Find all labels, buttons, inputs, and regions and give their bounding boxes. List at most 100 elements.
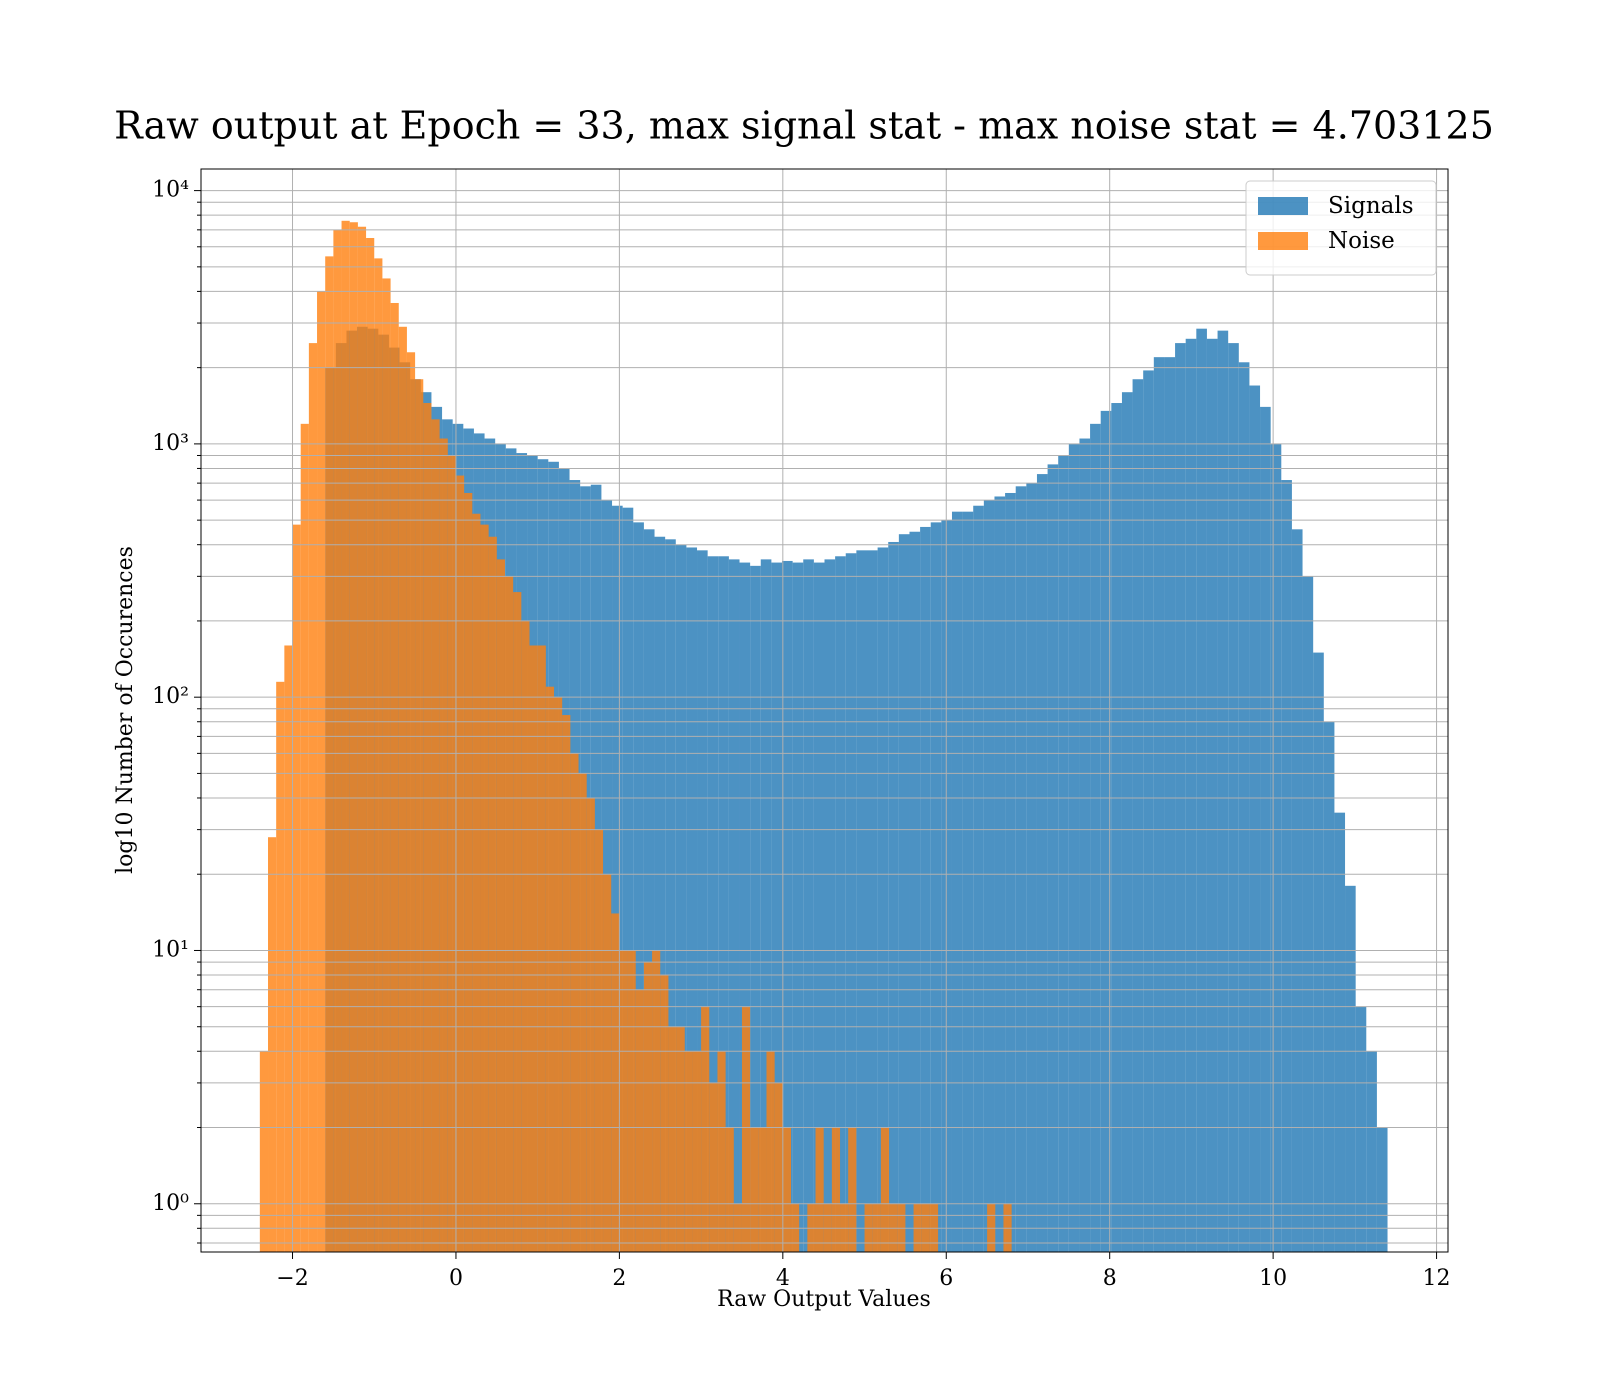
histogram-bar — [1036, 474, 1048, 1252]
histogram-bar — [880, 1127, 890, 1252]
histogram-bar — [1185, 338, 1197, 1252]
x-tick-label: −2 — [276, 1266, 308, 1291]
histogram-bar — [760, 559, 772, 1252]
histogram-bar — [813, 562, 825, 1252]
histogram-bar — [1281, 480, 1292, 1252]
histogram-bar — [750, 565, 761, 1252]
histogram-bar — [845, 553, 857, 1252]
legend-label: Noise — [1328, 228, 1395, 254]
histogram-bar — [1132, 379, 1144, 1252]
x-tick-label: 12 — [1423, 1266, 1451, 1291]
histogram-bar — [480, 524, 489, 1252]
histogram-bar — [1164, 357, 1176, 1252]
histogram-bar — [676, 1026, 685, 1252]
y-axis-label: log10 Number of Occurences — [113, 546, 138, 874]
histogram-bar — [750, 1127, 759, 1252]
histogram-bar — [951, 511, 963, 1252]
histogram-bar — [276, 681, 285, 1252]
histogram-bar — [792, 562, 804, 1252]
axes: −2 0 2 4 6 8 10 12 10⁰ 10¹ 10² 10³ 10⁴ — [152, 168, 1451, 1291]
histogram-bar — [1196, 328, 1207, 1252]
histogram-bar — [930, 522, 942, 1252]
histogram-bar — [1111, 403, 1122, 1252]
chart-title: Raw output at Epoch = 33, max signal sta… — [114, 104, 1494, 148]
histogram-bar — [739, 562, 751, 1252]
grid — [201, 169, 1448, 1252]
y-tick-label: 10³ — [152, 431, 189, 456]
x-tick-label: 4 — [776, 1266, 790, 1291]
x-tick-label: 2 — [612, 1266, 626, 1291]
histogram-bar — [866, 550, 878, 1252]
histogram-bar — [1206, 338, 1218, 1252]
histogram-bar — [962, 511, 974, 1252]
histogram-bar — [398, 326, 407, 1252]
histogram-bar — [1345, 885, 1356, 1252]
histogram-bar — [594, 829, 604, 1252]
legend-swatch — [1258, 197, 1308, 215]
histogram-bar — [1143, 370, 1154, 1252]
histogram-bar — [1058, 455, 1069, 1252]
histogram-bar — [1015, 486, 1027, 1252]
histogram-bar — [652, 950, 661, 1252]
histogram-bar — [633, 522, 644, 1252]
histogram-bar — [643, 529, 655, 1252]
histogram-bar — [920, 526, 931, 1252]
histogram-bar — [815, 1127, 824, 1252]
histogram-bar — [1323, 721, 1335, 1252]
histogram-bar — [973, 505, 984, 1252]
histogram-bar — [390, 302, 399, 1252]
histogram-bar — [612, 505, 623, 1252]
histogram-bar — [374, 258, 383, 1252]
x-tick-label: 0 — [449, 1266, 463, 1291]
histogram-bar — [1121, 392, 1133, 1252]
histogram-bar — [1249, 385, 1261, 1252]
histogram-bar — [578, 773, 587, 1252]
histogram-bar — [300, 423, 309, 1252]
histogram-bar — [1079, 438, 1091, 1252]
histogram-bar — [259, 1051, 269, 1252]
histogram-bar — [325, 256, 334, 1252]
y-tick-label: 10¹ — [152, 937, 189, 962]
histogram-bar — [848, 1127, 857, 1252]
histogram-bar — [1090, 423, 1101, 1252]
histogram-bar — [741, 1006, 751, 1252]
histogram-bar — [1355, 1006, 1367, 1252]
histogram-bar — [654, 536, 666, 1252]
histogram-bar — [660, 975, 669, 1252]
histogram-bar — [447, 455, 456, 1252]
histogram-bar — [856, 550, 867, 1252]
y-tick-label: 10⁰ — [152, 1191, 189, 1216]
legend: Signals Noise — [1245, 180, 1437, 276]
histogram-bar — [718, 556, 729, 1252]
histogram-bar — [431, 419, 440, 1252]
histogram-bar — [382, 278, 391, 1252]
histogram-bar — [701, 1006, 710, 1252]
histogram-bar — [635, 989, 644, 1252]
histogram-bar — [366, 237, 375, 1252]
histogram-bar — [782, 1127, 791, 1252]
histogram-bar — [1270, 443, 1282, 1252]
histogram-bar — [268, 837, 277, 1252]
histogram-bar — [675, 544, 687, 1252]
plot-area — [259, 220, 1388, 1252]
histogram-bar — [1005, 492, 1016, 1252]
legend-label: Signals — [1328, 193, 1414, 219]
histogram-bar — [292, 524, 301, 1252]
histogram-bar — [983, 500, 995, 1252]
histogram-bar — [586, 797, 595, 1252]
histogram-bar — [423, 403, 432, 1252]
histogram-bar — [333, 229, 342, 1252]
histogram-bar — [357, 226, 367, 1252]
histogram-bar — [521, 620, 530, 1252]
histogram-bar — [803, 559, 814, 1252]
histogram-bar — [1217, 330, 1229, 1252]
histogram-bar — [415, 379, 424, 1252]
histogram-bar — [1026, 483, 1037, 1252]
histogram-bar — [835, 556, 846, 1252]
histogram-bar — [472, 513, 481, 1252]
x-tick-label: 10 — [1259, 1266, 1287, 1291]
histogram-bar — [758, 1127, 767, 1252]
histogram-bar — [513, 592, 522, 1252]
x-axis-label: Raw Output Values — [717, 1287, 931, 1312]
histogram-bar — [898, 534, 910, 1252]
